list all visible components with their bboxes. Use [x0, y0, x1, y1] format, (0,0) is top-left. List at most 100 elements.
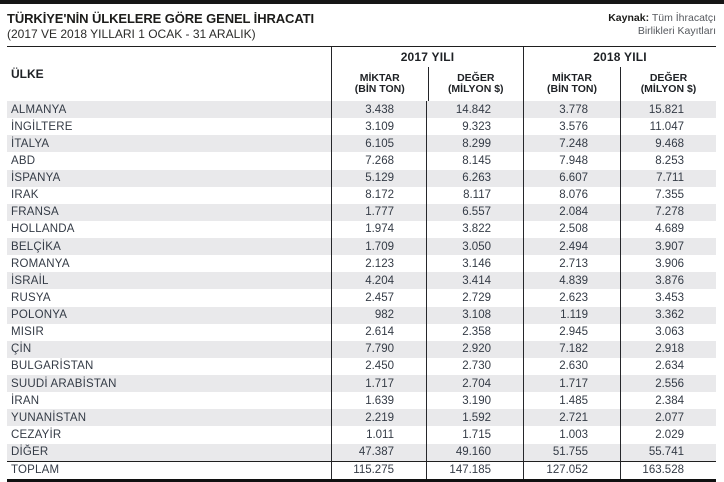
country-cell: İTALYA: [11, 137, 50, 150]
value-cell: 49.160: [426, 443, 523, 461]
value-cell: 7.711: [620, 169, 716, 187]
table-row: İTALYA 6.105 8.299 7.248 9.468: [7, 135, 716, 153]
table-header: ÜLKE 2017 YILI MİKTAR (BİN TON) DEĞER (M…: [7, 47, 716, 101]
value-cell: 3.362: [620, 306, 716, 324]
value-cell: 2.358: [426, 323, 523, 341]
table-row: İNGİLTERE 3.109 9.323 3.576 11.047: [7, 118, 716, 136]
value-cell: 11.047: [620, 118, 716, 136]
country-cell: ROMANYA: [11, 257, 70, 270]
export-table: ÜLKE 2017 YILI MİKTAR (BİN TON) DEĞER (M…: [7, 46, 716, 482]
value-cell: 3.453: [620, 289, 716, 307]
value-cell: 7.248: [523, 135, 620, 153]
value-cell: 3.906: [620, 255, 716, 273]
value-cell: 7.268: [331, 152, 426, 170]
value-cell: 7.355: [620, 186, 716, 204]
value-cell: 8.076: [523, 186, 620, 204]
value-cell: 6.263: [426, 169, 523, 187]
country-cell: BELÇİKA: [11, 240, 61, 253]
value-cell: 1.119: [523, 306, 620, 324]
value-cell: 1.003: [523, 426, 620, 444]
value-cell: 3.050: [426, 238, 523, 256]
value-cell: 1.485: [523, 392, 620, 410]
value-cell: 3.063: [620, 323, 716, 341]
subheader-line: (BİN TON): [547, 83, 597, 95]
value-cell: 2.123: [331, 255, 426, 273]
value-cell: 3.190: [426, 392, 523, 410]
value-cell: 1.717: [331, 375, 426, 393]
value-cell: 2.494: [523, 238, 620, 256]
value-cell: 2.084: [523, 203, 620, 221]
table-row: YUNANİSTAN 2.219 1.592 2.721 2.077: [7, 409, 716, 427]
table-row: HOLLANDA 1.974 3.822 2.508 4.689: [7, 220, 716, 238]
top-accent-bar: [0, 0, 724, 4]
country-cell: HOLLANDA: [11, 223, 75, 236]
year-group-2018: 2018 YILI MİKTAR (BİN TON) DEĞER (MİLYON…: [523, 47, 716, 101]
value-cell: 2.556: [620, 375, 716, 393]
table-row: IRAK 8.172 8.117 8.076 7.355: [7, 186, 716, 204]
value-cell: 2.630: [523, 357, 620, 375]
value-cell: 8.253: [620, 152, 716, 170]
table-row: RUSYA 2.457 2.729 2.623 3.453: [7, 289, 716, 307]
value-cell: 2.457: [331, 289, 426, 307]
value-cell: 1.011: [331, 426, 426, 444]
table-row: DİĞER 47.387 49.160 51.755 55.741: [7, 443, 716, 461]
country-cell: FRANSA: [11, 206, 59, 219]
value-cell: 7.278: [620, 203, 716, 221]
subheader-line: MİKTAR: [359, 71, 400, 84]
table-body: ALMANYA 3.438 14.842 3.778 15.821 İNGİLTERE 3.…: [7, 101, 716, 461]
total-2017-miktar: 115.275: [331, 461, 426, 479]
subheader-line: (MİLYON $): [447, 83, 504, 95]
value-cell: 3.109: [331, 118, 426, 136]
country-cell: İSPANYA: [11, 172, 61, 185]
value-cell: 2.920: [426, 340, 523, 358]
table-row: POLONYA 982 3.108 1.119 3.362: [7, 306, 716, 324]
column-header-2017-miktar: MİKTAR (BİN TON): [332, 67, 428, 101]
source-line-1: Kaynak: Tüm İhracatçı: [608, 12, 716, 25]
value-cell: 1.777: [331, 203, 426, 221]
value-cell: 3.876: [620, 272, 716, 290]
value-cell: 9.323: [426, 118, 523, 136]
value-cell: 5.129: [331, 169, 426, 187]
table-row: ROMANYA 2.123 3.146 2.713 3.906: [7, 255, 716, 273]
country-cell: ALMANYA: [11, 103, 67, 116]
country-cell: CEZAYİR: [11, 428, 62, 441]
total-2017-deger: 147.185: [426, 461, 523, 479]
subheaders-2018: MİKTAR (BİN TON) DEĞER (MİLYON $): [524, 67, 716, 101]
country-cell: ÇİN: [11, 343, 32, 356]
value-cell: 6.607: [523, 169, 620, 187]
value-cell: 2.729: [426, 289, 523, 307]
value-cell: 4.839: [523, 272, 620, 290]
year-label-2017: 2017 YILI: [400, 50, 455, 64]
table-row: MISIR 2.614 2.358 2.945 3.063: [7, 323, 716, 341]
table-row: FRANSA 1.777 6.557 2.084 7.278: [7, 203, 716, 221]
value-cell: 8.117: [426, 186, 523, 204]
table-row: ALMANYA 3.438 14.842 3.778 15.821: [7, 101, 716, 119]
value-cell: 51.755: [523, 443, 620, 461]
country-cell: POLONYA: [11, 309, 68, 322]
table-row: İSPANYA 5.129 6.263 6.607 7.711: [7, 169, 716, 187]
value-cell: 3.108: [426, 306, 523, 324]
country-cell: IRAK: [11, 189, 39, 202]
column-header-2017-deger: DEĞER (MİLYON $): [427, 67, 524, 101]
subheader-line: (MİLYON $): [640, 83, 697, 95]
value-cell: 3.822: [426, 220, 523, 238]
total-2018-miktar: 127.052: [523, 461, 620, 479]
value-cell: 1.592: [426, 409, 523, 427]
value-cell: 4.204: [331, 272, 426, 290]
country-cell: DİĞER: [11, 446, 49, 459]
value-cell: 3.907: [620, 238, 716, 256]
value-cell: 55.741: [620, 443, 716, 461]
source-label: Kaynak:: [608, 12, 650, 24]
year-label-2018: 2018 YILI: [593, 50, 647, 64]
value-cell: 3.146: [426, 255, 523, 273]
country-cell: MISIR: [11, 326, 44, 339]
table-row: SUUDİ ARABİSTAN 1.717 2.704 1.717 2.556: [7, 375, 716, 393]
value-cell: 2.384: [620, 392, 716, 410]
subheader-line: DEĞER: [649, 71, 688, 84]
value-cell: 7.182: [523, 340, 620, 358]
value-cell: 8.145: [426, 152, 523, 170]
value-cell: 2.704: [426, 375, 523, 393]
subheaders-2017: MİKTAR (BİN TON) DEĞER (MİLYON $): [332, 67, 523, 101]
column-header-2018-miktar: MİKTAR (BİN TON): [524, 67, 620, 101]
